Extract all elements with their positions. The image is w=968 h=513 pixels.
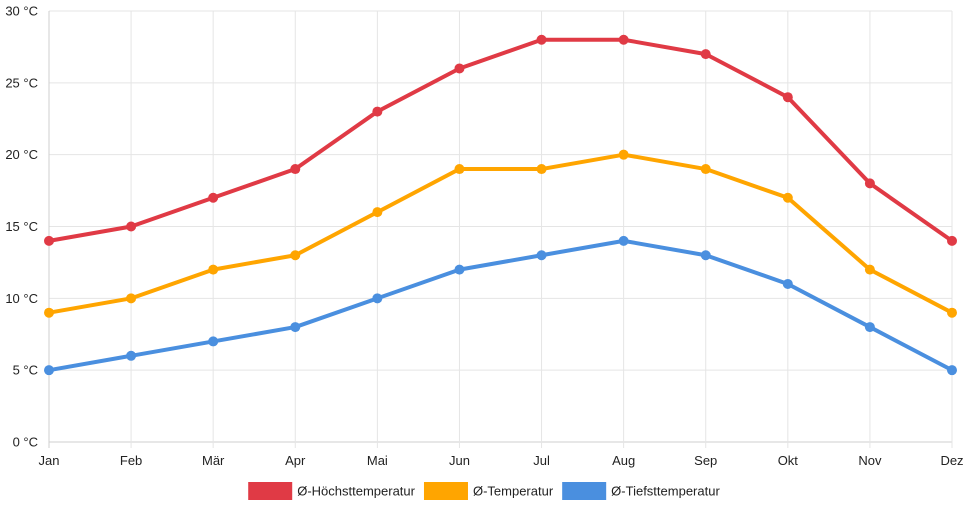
x-tick-label: Dez bbox=[940, 453, 963, 468]
data-point[interactable] bbox=[947, 365, 957, 376]
data-point[interactable] bbox=[126, 293, 137, 304]
data-point[interactable] bbox=[454, 264, 465, 275]
data-point[interactable] bbox=[782, 278, 793, 289]
x-axis-ticks: Jan Feb Mär Apr Mai Jun Jul Aug Sep Okt Nov Dez bbox=[39, 453, 964, 468]
data-point[interactable] bbox=[372, 293, 383, 304]
y-axis-ticks: 0 °C 5 °C 10 °C 15 °C 20 °C 25 °C 30 °C bbox=[5, 3, 38, 449]
legend-item-o-temperatur[interactable]: Ø-Temperatur bbox=[423, 482, 554, 500]
grid-layer bbox=[48, 10, 953, 448]
y-tick-label: 10 °C bbox=[5, 291, 38, 306]
data-point[interactable] bbox=[208, 192, 219, 203]
data-point[interactable] bbox=[290, 322, 301, 333]
data-point[interactable] bbox=[454, 63, 465, 74]
data-point[interactable] bbox=[864, 322, 875, 333]
legend: Ø-Höchsttemperatur Ø-Temperatur Ø-Tiefstte… bbox=[248, 482, 720, 500]
data-point[interactable] bbox=[618, 34, 629, 45]
data-point[interactable] bbox=[290, 164, 301, 175]
data-point[interactable] bbox=[372, 207, 383, 218]
y-tick-label: 15 °C bbox=[5, 219, 38, 234]
y-tick-label: 0 °C bbox=[13, 434, 38, 449]
data-point[interactable] bbox=[44, 307, 54, 318]
data-point[interactable] bbox=[536, 164, 547, 175]
data-point[interactable] bbox=[864, 264, 875, 275]
series-line bbox=[47, 238, 954, 373]
data-point[interactable] bbox=[536, 34, 547, 45]
legend-label: Ø-Tiefsttemperatur bbox=[611, 483, 720, 498]
data-point[interactable] bbox=[44, 365, 54, 376]
data-point[interactable] bbox=[126, 350, 137, 361]
series-o-temperatur bbox=[44, 149, 957, 318]
x-tick-label: Mai bbox=[367, 453, 388, 468]
y-tick-label: 5 °C bbox=[13, 363, 38, 378]
x-tick-label: Jan bbox=[39, 453, 60, 468]
x-tick-label: Feb bbox=[120, 453, 142, 468]
data-point[interactable] bbox=[947, 307, 957, 318]
data-point[interactable] bbox=[618, 149, 629, 160]
data-point[interactable] bbox=[126, 221, 137, 232]
x-tick-label: Jul bbox=[533, 453, 550, 468]
x-tick-label: Apr bbox=[285, 453, 306, 468]
x-tick-label: Sep bbox=[694, 453, 717, 468]
data-point[interactable] bbox=[372, 106, 383, 117]
legend-item-o-hoechsttemperatur[interactable]: Ø-Höchsttemperatur bbox=[248, 482, 416, 500]
data-point[interactable] bbox=[700, 164, 711, 175]
legend-swatch bbox=[423, 482, 468, 500]
data-point[interactable] bbox=[290, 250, 301, 261]
series-layer bbox=[44, 34, 957, 376]
x-tick-label: Aug bbox=[612, 453, 635, 468]
data-point[interactable] bbox=[947, 235, 957, 246]
data-point[interactable] bbox=[208, 336, 219, 347]
x-tick-label: Nov bbox=[858, 453, 882, 468]
x-tick-label: Okt bbox=[778, 453, 799, 468]
series-o-hoechsttemperatur bbox=[44, 34, 957, 246]
data-point[interactable] bbox=[782, 192, 793, 203]
y-tick-label: 25 °C bbox=[5, 75, 38, 90]
series-line bbox=[47, 37, 954, 243]
legend-label: Ø-Höchsttemperatur bbox=[297, 483, 415, 498]
data-point[interactable] bbox=[700, 49, 711, 60]
legend-swatch bbox=[248, 482, 293, 500]
data-point[interactable] bbox=[700, 250, 711, 261]
data-point[interactable] bbox=[208, 264, 219, 275]
x-tick-label: Mär bbox=[202, 453, 225, 468]
data-point[interactable] bbox=[618, 235, 629, 246]
series-line bbox=[47, 152, 954, 315]
x-tick-label: Jun bbox=[449, 453, 470, 468]
data-point[interactable] bbox=[782, 92, 793, 103]
data-point[interactable] bbox=[536, 250, 547, 261]
legend-swatch bbox=[562, 482, 607, 500]
y-tick-label: 30 °C bbox=[5, 3, 38, 18]
data-point[interactable] bbox=[44, 235, 54, 246]
data-point[interactable] bbox=[864, 178, 875, 189]
legend-label: Ø-Temperatur bbox=[473, 483, 554, 498]
legend-item-o-tiefsttemperatur[interactable]: Ø-Tiefsttemperatur bbox=[562, 482, 720, 500]
y-tick-label: 20 °C bbox=[5, 147, 38, 162]
series-o-tiefsttemperatur bbox=[44, 235, 957, 376]
data-point[interactable] bbox=[454, 164, 465, 175]
